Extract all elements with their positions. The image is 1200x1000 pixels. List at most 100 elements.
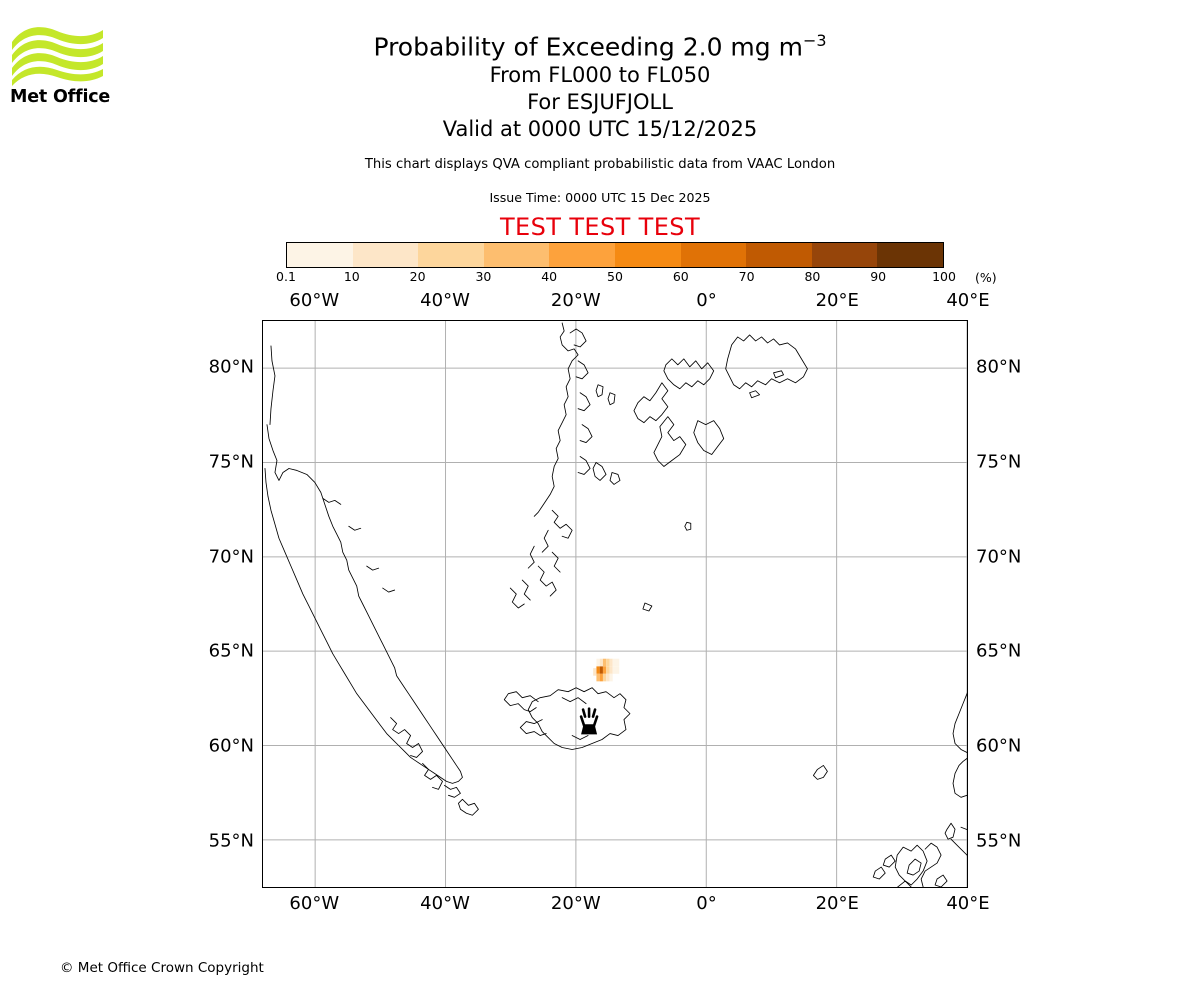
ash-cell-0 xyxy=(596,666,600,674)
coastline-orkney xyxy=(934,874,948,887)
qva-compliance-note: This chart displays QVA compliant probab… xyxy=(364,157,836,172)
ash-cell-3 xyxy=(606,666,610,674)
coastline-greenland-tip xyxy=(458,798,479,816)
colorbar-segment-0 xyxy=(287,243,353,267)
copyright-notice: © Met Office Crown Copyright xyxy=(60,960,264,976)
title-volcano-site: For ESJUFJOLL xyxy=(527,90,673,114)
graticule-gridlines xyxy=(263,321,967,887)
colorbar-tick-30: 30 xyxy=(475,269,492,284)
coastline-shetland xyxy=(944,822,956,840)
coastline-svalbard-west xyxy=(663,358,715,390)
lon-tick-label-60°W: 60°W xyxy=(289,893,340,914)
lat-tick-label-left-60°N: 60°N xyxy=(208,735,254,757)
coastline-iceland xyxy=(527,687,631,750)
colorbar-segment-1 xyxy=(352,243,419,267)
lat-tick-label-left-80°N: 80°N xyxy=(208,356,254,378)
lon-tick-label-20°E: 20°E xyxy=(815,290,859,311)
colorbar-segment-9 xyxy=(877,243,943,267)
ash-cell-13 xyxy=(615,658,620,667)
test-banner: TEST TEST TEST xyxy=(499,213,700,241)
coastline-faroe-islands xyxy=(813,765,828,780)
ash-probability-raster xyxy=(593,658,620,682)
colorbar-segment-2 xyxy=(418,243,484,267)
lat-tick-label-left-55°N: 55°N xyxy=(208,830,254,852)
colorbar-tick-60: 60 xyxy=(672,269,689,284)
ash-cell-10 xyxy=(606,658,610,667)
ash-cell-1 xyxy=(599,666,603,674)
lat-tick-label-right-55°N: 55°N xyxy=(976,830,1022,852)
coastline-scotland xyxy=(894,844,928,886)
colorbar-tick-10: 10 xyxy=(343,269,360,284)
issue-time-label: Issue Time: 0000 UTC 15 Dec 2025 xyxy=(489,190,711,205)
lon-tick-label-40°W: 40°W xyxy=(420,290,470,311)
coastline-norway-sweden xyxy=(952,692,967,753)
coastline-island-small-c xyxy=(592,462,607,481)
lon-tick-label-0°: 0° xyxy=(696,893,717,914)
colorbar-segment-4 xyxy=(549,243,615,267)
page-title-text: Probability of Exceeding 2.0 mg m xyxy=(373,32,803,62)
page-title-exponent: −3 xyxy=(802,31,827,50)
coastline-svalbard-spitsbergen xyxy=(725,334,808,390)
coastline-east-greenland-ridge-2 xyxy=(569,328,593,475)
lat-tick-label-right-70°N: 70°N xyxy=(976,546,1022,568)
lon-tick-label-40°E: 40°E xyxy=(946,893,990,914)
coastlines xyxy=(264,322,967,887)
lat-tick-label-left-75°N: 75°N xyxy=(208,451,254,473)
ash-cell-6 xyxy=(602,673,607,682)
colorbar xyxy=(286,242,944,268)
colorbar-tick-80: 80 xyxy=(804,269,821,284)
colorbar-segment-7 xyxy=(746,243,812,267)
coastline-svalbard-south xyxy=(653,416,687,467)
map-plot-area[interactable] xyxy=(262,320,968,888)
colorbar-segment-5 xyxy=(614,243,681,267)
colorbar-tick-0.1: 0.1 xyxy=(276,269,296,284)
logo-brand-text: Met Office xyxy=(10,87,111,107)
coastline-greenland-ne-fjords xyxy=(527,509,573,573)
colorbar-tick-50: 50 xyxy=(607,269,623,284)
title-flight-levels: From FL000 to FL050 xyxy=(489,63,711,87)
coastline-scotland-isles xyxy=(872,854,896,880)
ash-cell-11 xyxy=(609,658,613,667)
coastline-iceland-nw-peninsula xyxy=(503,691,539,713)
coastline-svalbard-islet-a xyxy=(773,370,784,379)
ash-cell-17 xyxy=(609,673,613,682)
lon-tick-label-60°W: 60°W xyxy=(289,290,340,311)
coastline-jan-mayen xyxy=(642,602,653,612)
ash-cell-2 xyxy=(602,666,607,674)
colorbar-tick-70: 70 xyxy=(738,269,755,284)
ash-cell-18 xyxy=(593,668,597,676)
volcano-marker-icon xyxy=(579,707,599,735)
ash-cell-16 xyxy=(615,666,620,674)
coastline-great-britain xyxy=(906,842,942,887)
lon-tick-label-40°W: 40°W xyxy=(420,893,470,914)
coastline-svalbard-mid xyxy=(633,382,669,424)
coastline-svalbard-edgeoya xyxy=(693,420,725,455)
coastline-denmark xyxy=(952,757,967,798)
ash-cell-4 xyxy=(596,673,600,682)
coastline-island-small-d xyxy=(609,472,621,485)
lon-tick-label-20°W: 20°W xyxy=(550,893,601,914)
lat-tick-label-right-65°N: 65°N xyxy=(976,640,1022,662)
border-poland-germany xyxy=(950,826,967,856)
ash-cell-19 xyxy=(596,658,600,667)
coastline-island-small-a xyxy=(595,384,604,398)
page-title: Probability of Exceeding 2.0 mg m−3 xyxy=(0,26,1200,62)
colorbar-segment-8 xyxy=(811,243,878,267)
colorbar-segment-3 xyxy=(483,243,550,267)
title-valid-time: Valid at 0000 UTC 15/12/2025 xyxy=(442,117,758,141)
lat-tick-label-left-70°N: 70°N xyxy=(208,546,254,568)
met-office-logo: Met Office xyxy=(10,24,114,114)
colorbar-tick-90: 90 xyxy=(870,269,887,284)
coastline-greenland-inner-detail xyxy=(322,497,396,593)
lat-tick-label-right-80°N: 80°N xyxy=(976,356,1022,378)
lat-tick-label-right-75°N: 75°N xyxy=(976,451,1022,473)
coastline-iceland-detail xyxy=(561,697,589,740)
ash-cell-14 xyxy=(609,666,613,674)
ash-cell-7 xyxy=(606,673,610,682)
coastline-bear-island xyxy=(684,521,692,531)
colorbar-segment-6 xyxy=(680,243,747,267)
lon-tick-label-0°: 0° xyxy=(696,290,717,311)
coastline-east-greenland-ridge xyxy=(533,322,579,517)
lon-tick-label-20°W: 20°W xyxy=(550,290,601,311)
